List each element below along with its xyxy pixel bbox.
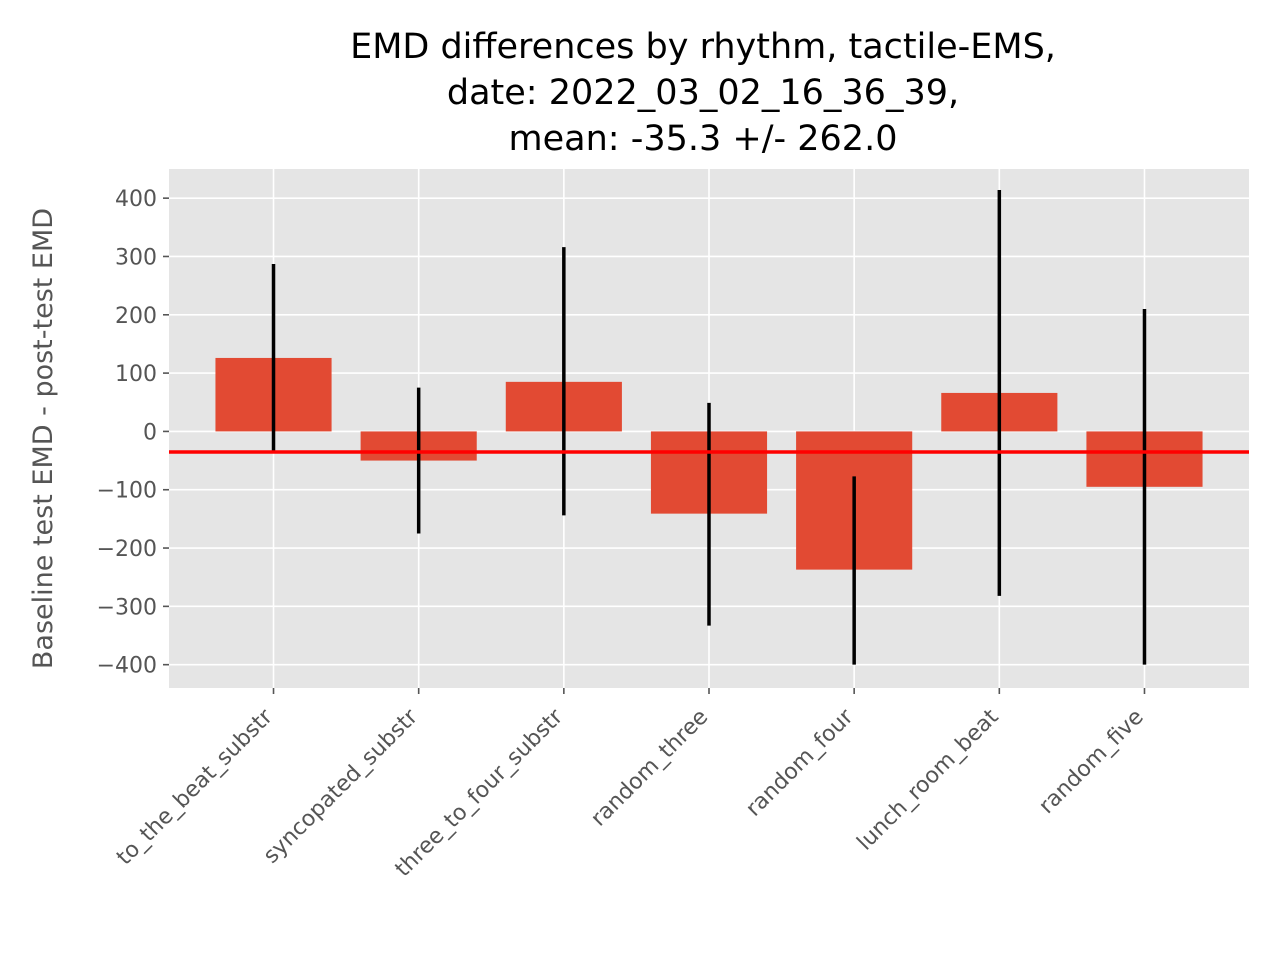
chart-title-line: date: 2022_03_02_16_36_39, xyxy=(447,73,959,113)
y-tick-label: −400 xyxy=(97,654,157,679)
y-tick-label: −100 xyxy=(97,479,157,504)
x-tick-label: to_the_beat_substr xyxy=(112,704,278,870)
y-axis-ticks: −400 −300 −200 −100 0 100 200 300 400 xyxy=(97,187,169,679)
y-tick-label: 0 xyxy=(143,420,157,445)
x-tick-label: random_four xyxy=(741,704,859,822)
x-tick-label: syncopated_substr xyxy=(259,704,424,869)
y-tick-label: 300 xyxy=(115,245,157,270)
y-axis-label: Baseline test EMD - post-test EMD xyxy=(28,208,59,669)
x-axis-ticks: to_the_beat_substrsyncopated_substrthree… xyxy=(112,688,1149,882)
y-tick-label: 400 xyxy=(115,187,157,212)
y-tick-label: −300 xyxy=(97,595,157,620)
x-tick-label: random_three xyxy=(586,705,713,832)
x-tick-label: lunch_room_beat xyxy=(853,704,1004,855)
y-tick-label: −200 xyxy=(97,537,157,562)
x-tick-label: random_five xyxy=(1034,705,1148,819)
y-tick-label: 100 xyxy=(115,362,157,387)
y-tick-label: 200 xyxy=(115,304,157,329)
x-tick-label: three_to_four_substr xyxy=(391,704,569,882)
chart-title-line: EMD differences by rhythm, tactile-EMS, xyxy=(350,27,1056,67)
error-bars xyxy=(271,189,1147,665)
chart-title: EMD differences by rhythm, tactile-EMS, d… xyxy=(350,27,1056,159)
chart-title-line: mean: -35.3 +/- 262.0 xyxy=(509,119,898,159)
